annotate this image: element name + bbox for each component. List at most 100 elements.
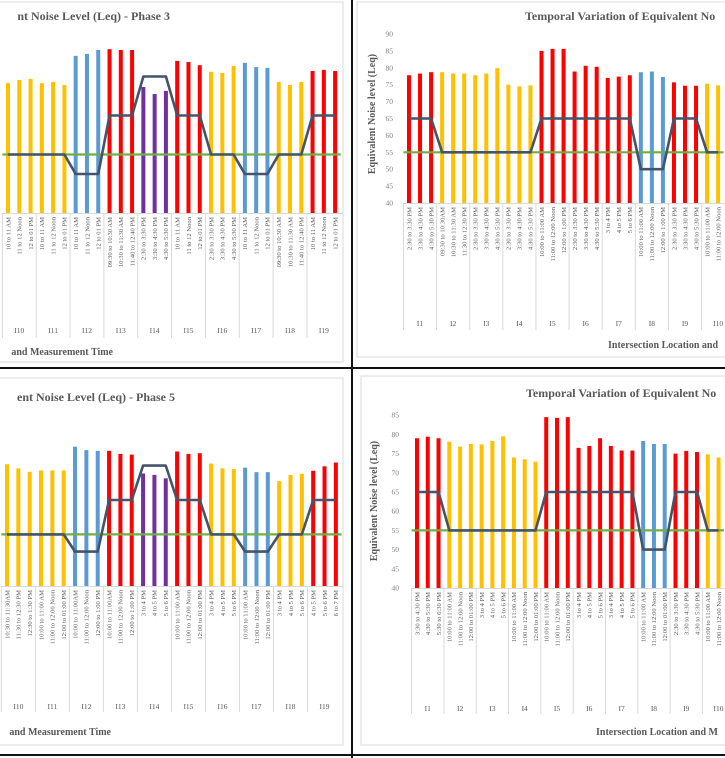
category-label: 10 to 11 AM <box>73 217 80 250</box>
bar-I3-1 <box>479 444 484 588</box>
bar-I11-1 <box>39 83 44 213</box>
category-label: 12 to 01 PM <box>62 217 69 250</box>
category-label: 3 to 4 PM <box>576 592 583 618</box>
y-tick-label: 45 <box>386 182 394 191</box>
bar-I13-1 <box>107 450 112 586</box>
group-label: I5 <box>554 704 560 713</box>
bar-I10-1 <box>5 464 9 586</box>
category-label: 11 to 12 Noon <box>50 216 57 254</box>
category-label: 11:00 to 12:00 Noon <box>715 206 722 261</box>
category-label: 12 to 01 PM <box>197 217 204 250</box>
bar-I15-3 <box>197 453 202 586</box>
category-label: 12 to 01 PM <box>265 217 272 250</box>
category-label: 10:00 to 11:00 AM <box>638 207 645 257</box>
plot-area: I10 10 to 11 AM 11 to 12 Noon 12 to 01 PM I1… <box>0 30 725 714</box>
bar-I14-1 <box>141 473 146 586</box>
chart-title-top-right: Temporal Variation of Equivalent No <box>525 9 715 23</box>
group-label: I2 <box>450 319 456 328</box>
category-label: 4:30 to 5:30 PM <box>163 217 170 260</box>
chart-bottom-left: I10 10:30 to 11:30AM 11:30 to 12:30 PM 12:3… <box>0 446 343 712</box>
group-label: I15 <box>183 326 193 335</box>
category-label: 5 to 6 PM <box>163 590 170 616</box>
category-label: 3 to 4 PM <box>208 590 215 616</box>
category-label: 09:30 to 10:30 AM <box>107 217 114 268</box>
bar-I10-3 <box>27 471 32 586</box>
group-label: I13 <box>115 702 125 711</box>
bar-I10-1 <box>6 83 10 213</box>
bar-I18-2 <box>288 474 293 586</box>
category-label: 4:30 to 5:30 PM <box>528 207 535 250</box>
category-label: 12 to 01 PM <box>332 217 339 250</box>
category-label: 11:00 to 12:00 Noon <box>716 591 723 646</box>
bar-I6-1 <box>572 71 577 203</box>
bar-I2-2 <box>451 73 456 204</box>
category-label: 11 to 12 Noon <box>186 216 193 254</box>
bar-I12-3 <box>95 450 100 586</box>
category-label: 10:00 to 11:00 AM <box>174 590 181 640</box>
category-label: 11 to 12 Noon <box>84 216 91 254</box>
y-tick-label: 70 <box>386 97 394 106</box>
group-label: I9 <box>682 319 688 328</box>
group-label: I19 <box>320 702 330 711</box>
category-label: 5 to 6 PM <box>299 590 306 616</box>
y-tick-label: 65 <box>392 488 400 497</box>
bar-I19-1 <box>311 470 316 586</box>
group-label: I7 <box>619 704 625 713</box>
bar-I9-1 <box>671 82 676 203</box>
category-label: 4:30 to 5:30 PM <box>594 207 601 250</box>
category-label: 10:30 to 11:30 AM <box>450 207 457 257</box>
group-label: I12 <box>81 702 91 711</box>
category-label: 3:30 to 4:30 PM <box>517 207 524 250</box>
y-tick-label: 40 <box>386 199 394 208</box>
group-label: I2 <box>457 704 463 713</box>
bar-I3-2 <box>484 73 489 204</box>
bar-I7-2 <box>616 76 621 203</box>
category-label: 4:30 to 5:30 PM <box>694 592 701 635</box>
bar-I19-3 <box>333 462 338 586</box>
category-label: 11 to 12 Noon <box>321 216 328 254</box>
bar-I5-2 <box>555 417 560 588</box>
category-label: 5 to 6 PM <box>597 592 604 618</box>
chart-frame-top-left <box>0 1 344 363</box>
category-label: 10:00 to 11:00AM <box>72 590 79 639</box>
bar-I11-3 <box>62 85 67 213</box>
y-tick-label: 70 <box>392 468 400 477</box>
group-label: I1 <box>417 319 423 328</box>
bar-I6-3 <box>598 438 603 588</box>
bar-I8-2 <box>649 71 654 203</box>
bar-I1-1 <box>407 75 411 203</box>
category-label: 2:30 to 3:30 PM <box>473 207 480 250</box>
bar-I2-3 <box>462 73 467 204</box>
category-label: 10:00 to 11:00 AM <box>544 592 551 642</box>
bar-I9-2 <box>684 450 689 588</box>
bar-I3-3 <box>495 68 500 203</box>
category-label: 3:30 to 4:30 PM <box>684 592 691 635</box>
y-tick-label: 85 <box>392 411 400 420</box>
y-tick-label: 40 <box>392 584 400 593</box>
bar-I7-2 <box>619 450 624 588</box>
group-label: I3 <box>489 704 495 713</box>
category-label: 5:30 to 6:30 PM <box>436 592 443 635</box>
x-axis-title-bottom-left: and Measurement Time <box>9 727 111 738</box>
category-label: 10:30 to 11:30 AM <box>287 217 294 267</box>
group-label: I5 <box>549 319 555 328</box>
bar-I4-1 <box>506 84 511 203</box>
bar-I1-3 <box>429 72 434 203</box>
chart-frame-bottom-left <box>0 377 344 746</box>
bar-I13-2 <box>118 49 123 214</box>
category-label: 12 to 01 PM <box>96 217 103 250</box>
category-label: 12:00 to 01:00 PM <box>565 592 572 642</box>
bar-I1-3 <box>436 438 441 588</box>
y-tick-label: 55 <box>392 526 400 535</box>
bar-I16-3 <box>231 65 236 213</box>
bar-I11-1 <box>39 470 44 586</box>
bar-I2-1 <box>440 72 445 203</box>
bar-I10-2 <box>716 457 721 588</box>
category-label: 11:40 to 12:40 PM <box>299 217 306 267</box>
bar-I6-2 <box>583 65 588 203</box>
category-label: 5 to 6 PM <box>627 207 634 233</box>
bar-I7-1 <box>608 445 613 588</box>
category-label: 3:30 to 4:30 PM <box>220 217 227 260</box>
y-tick-label: 50 <box>392 545 400 554</box>
category-label: 2:30 to 3:30 PM <box>208 217 215 260</box>
